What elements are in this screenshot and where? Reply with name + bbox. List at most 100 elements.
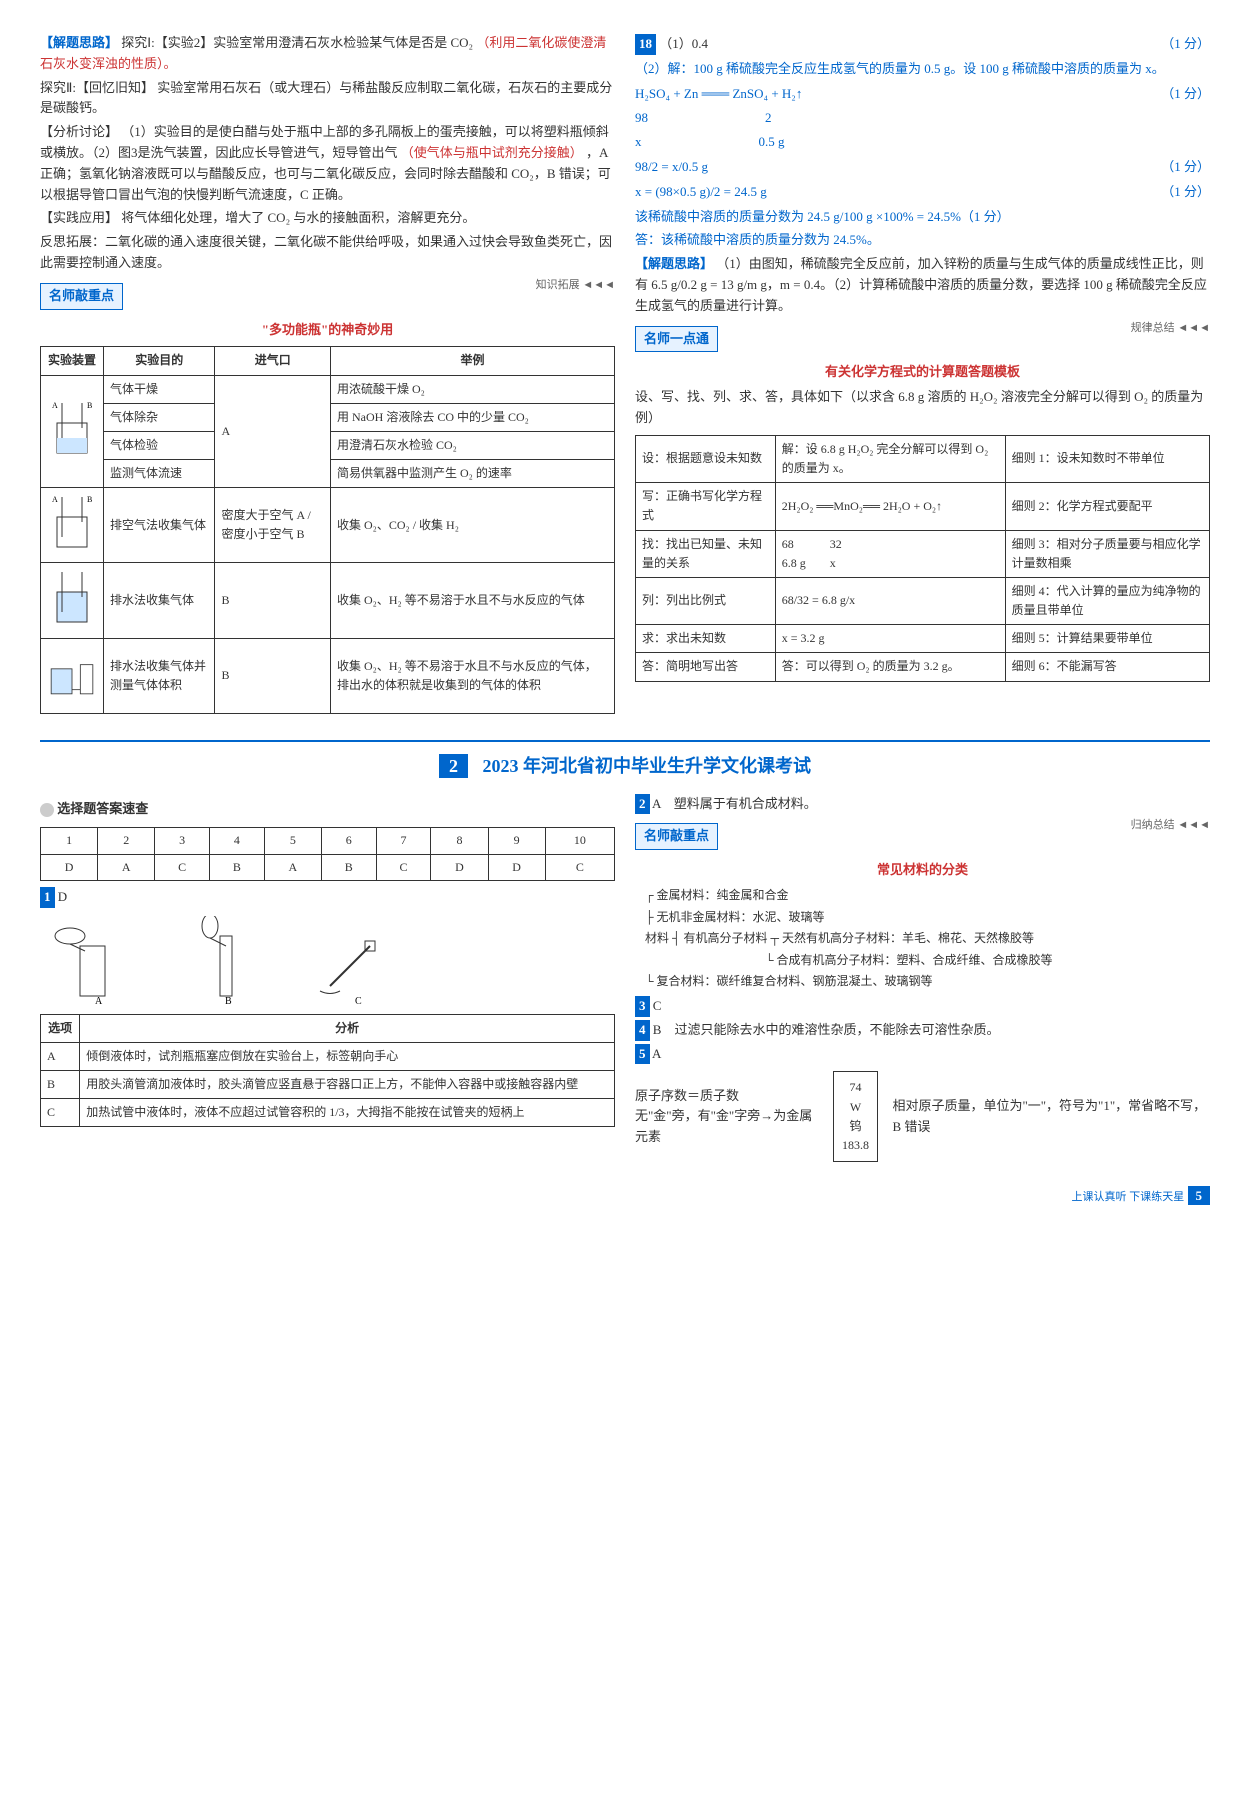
clock-icon — [40, 803, 54, 817]
cell: 1 — [41, 828, 98, 854]
solution-path: 【解题思路】 探究Ⅰ:【实验2】实验室常用澄清石灰水检验某气体是否是 CO₂ （… — [40, 33, 615, 75]
analysis-label: 【分析讨论】 — [40, 124, 118, 139]
teacher-point2-label: 名师敲重点 — [635, 823, 718, 850]
cell: 简易供氧器中监测产生 O₂ 的速率 — [331, 460, 615, 488]
calculation-template-table: 设：根据题意设未知数 解：设 6.8 g H₂O₂ 完全分解可以得到 O₂ 的质… — [635, 435, 1210, 682]
eq3-text: 98/2 = x/0.5 g — [635, 157, 708, 178]
svg-text:B: B — [87, 495, 92, 504]
table-row: 求：求出未知数 x = 3.2 g 细则 5：计算结果要带单位 — [636, 625, 1210, 653]
cell: 8 — [431, 828, 488, 854]
cell: 用胶头滴管滴加液体时，胶头滴管应竖直悬于容器口正上方，不能伸入容器中或接触容器内… — [80, 1071, 615, 1099]
material-title: 常见材料的分类 — [635, 860, 1210, 881]
cell: D — [488, 854, 545, 880]
cell: A — [41, 1042, 80, 1070]
bottle-water-icon — [47, 567, 97, 627]
diagram-b-icon: B — [170, 916, 290, 1006]
th: 选项 — [41, 1014, 80, 1042]
cell: 9 — [488, 828, 545, 854]
right-column: 18 （1）0.4 （1 分） （2）解：100 g 稀硫酸完全反应生成氢气的质… — [635, 30, 1210, 720]
multifunctional-bottle-table: 实验装置 实验目的 进气口 举例 AB 气体干燥 A 用浓硫酸干燥 O₂ 气体除… — [40, 346, 615, 714]
cell: 7 — [376, 828, 431, 854]
table-row: C 加热试管中液体时，液体不应超过试管容积的 1/3，大拇指不能按在试管夹的短柄… — [41, 1099, 615, 1127]
tree-leaf: 合成有机高分子材料：塑料、合成纤维、合成橡胶等 — [777, 953, 1053, 967]
eq4: x = (98×0.5 g)/2 = 24.5 g （1 分） — [635, 182, 1210, 203]
page-footer: 上课认真听 下课练天星 5 — [40, 1186, 1210, 1207]
svg-text:A: A — [52, 401, 58, 410]
element-annotation-left: 原子序数＝质子数 无"金"旁，有"金"字旁→为金属元素 — [635, 1086, 819, 1148]
tree-branch: └ 合成有机高分子材料：塑料、合成纤维、合成橡胶等 — [645, 950, 1210, 972]
cell: 答：简明地写出答 — [636, 653, 776, 681]
cell: 细则 2：化学方程式要配平 — [1005, 483, 1209, 530]
tree-branch: ┌ 金属材料：纯金属和合金 — [645, 885, 1210, 907]
teacher-point2-box: 名师敲重点 归纳总结 ◄◄◄ — [635, 817, 1210, 856]
table-row: AB 排空气法收集气体 密度大于空气 A / 密度小于空气 B 收集 O₂、CO… — [41, 488, 615, 563]
cell: A — [215, 375, 331, 488]
q3-num: 3 — [635, 996, 650, 1017]
device-cell: AB — [41, 375, 104, 488]
svg-text:C: C — [355, 996, 362, 1006]
cell: 加热试管中液体时，液体不应超过试管容积的 1/3，大拇指不能按在试管夹的短柄上 — [80, 1099, 615, 1127]
cell: 密度大于空气 A / 密度小于空气 B — [215, 488, 331, 563]
device-cell — [41, 563, 104, 638]
cell: 6 — [321, 828, 376, 854]
cell: 细则 1：设未知数时不带单位 — [1005, 435, 1209, 482]
cell: A — [98, 854, 155, 880]
cell: B — [321, 854, 376, 880]
tree-branch: └ 复合材料：碳纤维复合材料、钢筋混凝土、玻璃钢等 — [645, 971, 1210, 993]
svg-text:B: B — [225, 996, 232, 1006]
cell: 用 NaOH 溶液除去 CO 中的少量 CO₂ — [331, 403, 615, 431]
table-row: B 用胶头滴管滴加液体时，胶头滴管应竖直悬于容器口正上方，不能伸入容器中或接触容… — [41, 1071, 615, 1099]
q1: 1 D — [40, 887, 615, 908]
cell: 用浓硫酸干燥 O₂ — [331, 375, 615, 403]
device-cell: AB — [41, 488, 104, 563]
cell: 用澄清石灰水检验 CO₂ — [331, 431, 615, 459]
q1-num: 1 — [40, 887, 55, 908]
th-example: 举例 — [331, 347, 615, 375]
q4: 4 B 过滤只能除去水中的难溶性杂质，不能除去可溶性杂质。 — [635, 1020, 1210, 1041]
q3: 3 C — [635, 996, 1210, 1017]
q3-ans: C — [653, 998, 662, 1013]
left-column: 【解题思路】 探究Ⅰ:【实验2】实验室常用澄清石灰水检验某气体是否是 CO₂ （… — [40, 30, 615, 720]
cell: 排水法收集气体并测量气体体积 — [104, 638, 215, 713]
cell: 收集 O₂、H₂ 等不易溶于水且不与水反应的气体 — [331, 563, 615, 638]
element-symbol: 74 W — [840, 1078, 872, 1116]
exam-title-text: 2023 年河北省初中毕业生升学文化课考试 — [483, 756, 812, 776]
q1-ans: D — [58, 889, 67, 904]
cell: A — [264, 854, 321, 880]
cell: 气体除杂 — [104, 403, 215, 431]
tree-leaf: 天然有机高分子材料：羊毛、棉花、天然橡胶等 — [782, 931, 1034, 945]
cell: 细则 3：相对分子质量要与相应化学计量数相乘 — [1005, 530, 1209, 577]
table-row: 列：列出比例式 68/32 = 6.8 g/x 细则 4：代入计算的量应为纯净物… — [636, 577, 1210, 624]
q18-line1: 18 （1）0.4 （1 分） — [635, 34, 1210, 55]
explore2: 探究Ⅱ:【回忆旧知】 实验室常用石灰石（或大理石）与稀盐酸反应制取二氧化碳，石灰… — [40, 78, 615, 120]
q5: 5 A — [635, 1044, 1210, 1065]
solution-path2: 【解题思路】 （1）由图知，稀硫酸完全反应前，加入锌粉的质量与生成气体的质量成线… — [635, 254, 1210, 316]
cell: 气体干燥 — [104, 375, 215, 403]
cell: 倾倒液体时，试剂瓶瓶塞应倒放在实验台上，标签朝向手心 — [80, 1042, 615, 1070]
solution-path2-text: （1）由图知，稀硫酸完全反应前，加入锌粉的质量与生成气体的质量成线性正比，则有 … — [635, 256, 1207, 313]
template-title: 有关化学方程式的计算题答题模板 — [635, 362, 1210, 383]
lab-diagrams: A B C — [40, 916, 615, 1006]
cell: 细则 5：计算结果要带单位 — [1005, 625, 1209, 653]
cell: B — [210, 854, 265, 880]
cell: 10 — [545, 828, 614, 854]
eq3-score: （1 分） — [1161, 157, 1210, 178]
eq1-score: （1 分） — [1161, 84, 1210, 105]
cell: 收集 O₂、H₂ 等不易溶于水且不与水反应的气体，排出水的体积就是收集到的气体的… — [331, 638, 615, 713]
rule-summary: 规律总结 ◄◄◄ — [1131, 320, 1210, 338]
bottle-measure-icon — [47, 643, 97, 703]
eq1-text: H₂SO₄ + Zn ═══ ZnSO₄ + H₂↑ — [635, 84, 802, 105]
table-row: 设：根据题意设未知数 解：设 6.8 g H₂O₂ 完全分解可以得到 O₂ 的质… — [636, 435, 1210, 482]
tree-leaf: 碳纤维复合材料、钢筋混凝土、玻璃钢等 — [717, 974, 933, 988]
eq2-bot: x 0.5 g — [635, 132, 1210, 153]
analysis: 【分析讨论】 （1）实验目的是使白醋与处于瓶中上部的多孔隔板上的蛋壳接触，可以将… — [40, 122, 615, 205]
analysis-table: 选项 分析 A 倾倒液体时，试剂瓶瓶塞应倒放在实验台上，标签朝向手心 B 用胶头… — [40, 1014, 615, 1128]
cell: 5 — [264, 828, 321, 854]
conc1: 该稀硫酸中溶质的质量分数为 24.5 g/100 g ×100% = 24.5%… — [635, 207, 1210, 228]
cell: 写：正确书写化学方程式 — [636, 483, 776, 530]
cell: 68/32 = 6.8 g/x — [775, 577, 1005, 624]
cell: 解：设 6.8 g H₂O₂ 完全分解可以得到 O₂ 的质量为 x。 — [775, 435, 1005, 482]
cell: 细则 4：代入计算的量应为纯净物的质量且带单位 — [1005, 577, 1209, 624]
cell: 监测气体流速 — [104, 460, 215, 488]
svg-text:A: A — [52, 495, 58, 504]
